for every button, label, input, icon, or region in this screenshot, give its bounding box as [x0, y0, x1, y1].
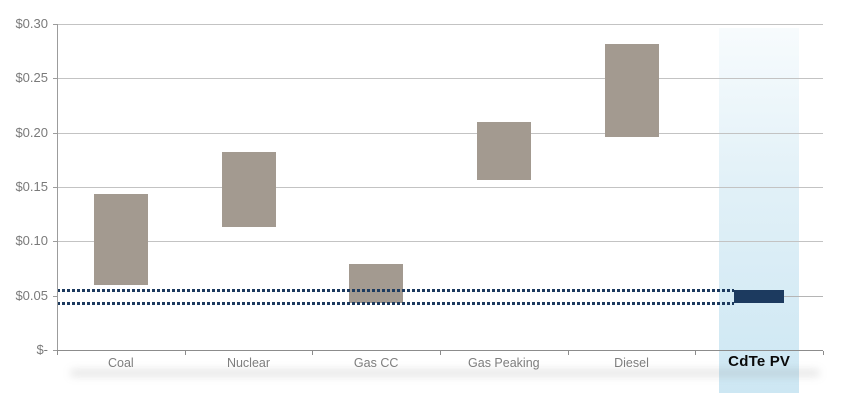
x-tick-6: [823, 351, 824, 355]
x-tick-1: [184, 351, 186, 355]
gridline-segment-0.05: [784, 295, 823, 297]
range-bar-diesel: [604, 43, 659, 137]
range-bar-gas-peaking: [476, 121, 531, 181]
y-tick-0.3: [53, 24, 57, 25]
y-tick-0.25: [53, 78, 57, 80]
gridline-0.25: [57, 78, 823, 80]
category-label-cdte-pv: CdTe PV: [728, 353, 791, 370]
range-bar-cdte-pv: [734, 290, 785, 304]
x-tick-2: [312, 351, 314, 355]
category-label-gas-cc: Gas CC: [353, 356, 399, 370]
reference-dotted-line-1: [57, 302, 735, 306]
y-axis-label-2: $0.10: [15, 233, 48, 249]
y-tick-0: [53, 350, 57, 351]
gridline-0.1: [57, 241, 823, 243]
x-tick-5: [695, 351, 697, 355]
range-bar-gas-cc: [349, 264, 404, 304]
y-axis-label-1: $0.05: [15, 287, 48, 303]
gridline-0.15: [57, 187, 823, 188]
y-axis-label-4: $0.20: [15, 124, 48, 140]
category-label-coal: Coal: [107, 356, 134, 370]
y-tick-0.2: [53, 132, 57, 134]
range-bar-coal: [93, 193, 148, 285]
x-tick-3: [440, 351, 441, 355]
y-axis-label-3: $0.15: [15, 179, 48, 194]
y-axis-label-6: $0.30: [15, 16, 48, 31]
y-axis-label-5: $0.25: [15, 70, 48, 86]
reference-dotted-line-0: [57, 289, 735, 293]
y-axis: [57, 24, 58, 350]
x-axis: [57, 350, 823, 351]
y-tick-0.1: [53, 241, 57, 243]
gridline-0.2: [57, 132, 823, 134]
category-label-gas-peaking: Gas Peaking: [468, 356, 540, 370]
cdte-pv-highlight-column: [719, 28, 800, 393]
y-tick-0.05: [53, 295, 57, 297]
category-label-diesel: Diesel: [614, 356, 649, 370]
x-tick-4: [567, 351, 569, 355]
y-axis-label-0: $-: [36, 342, 48, 357]
y-tick-0.15: [53, 187, 57, 188]
gridline-0.3: [57, 24, 823, 25]
bottom-shadow-artifact: [70, 369, 820, 377]
category-label-nuclear: Nuclear: [226, 356, 271, 370]
range-bar-nuclear: [221, 152, 276, 228]
x-tick-0: [57, 351, 58, 355]
